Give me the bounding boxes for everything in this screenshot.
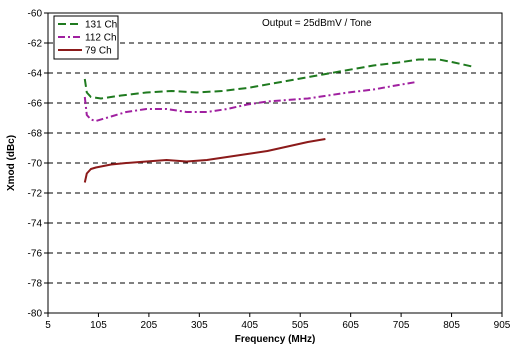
y-tick-label: -80 — [28, 309, 43, 320]
x-tick-label: 505 — [292, 320, 309, 331]
y-tick-label: -68 — [28, 129, 43, 140]
chart-annotation: Output = 25dBmV / Tone — [262, 18, 372, 29]
series-line-1 — [83, 58, 475, 100]
y-tick-label: -74 — [28, 219, 43, 230]
y-tick-label: -72 — [28, 189, 43, 200]
legend-label: 79 Ch — [85, 46, 112, 57]
series-line-3 — [83, 138, 326, 183]
x-tick-label: 205 — [141, 320, 158, 331]
y-tick-label: -60 — [28, 9, 43, 20]
x-tick-label: 5 — [45, 320, 51, 331]
y-axis-ticks: -80 -78 -76 -74 -72 -70 -68 -66 -64 -62 -60 — [28, 9, 48, 320]
y-tick-label: -64 — [28, 69, 43, 80]
legend-label: 112 Ch — [85, 33, 117, 44]
x-tick-label: 805 — [443, 320, 460, 331]
series-lines — [83, 58, 475, 183]
x-tick-label: 905 — [494, 320, 511, 331]
x-tick-label: 605 — [342, 320, 359, 331]
legend: 131 Ch 112 Ch 79 Ch — [53, 15, 119, 60]
y-tick-label: -70 — [28, 159, 43, 170]
x-tick-label: 705 — [393, 320, 410, 331]
legend-label: 131 Ch — [85, 20, 117, 31]
x-tick-label: 105 — [90, 320, 107, 331]
y-tick-label: -62 — [28, 39, 43, 50]
x-tick-label: 405 — [241, 320, 258, 331]
x-axis-title: Frequency (MHz) — [235, 334, 316, 345]
y-tick-label: -76 — [28, 249, 43, 260]
y-axis-title: Xmod (dBc) — [6, 135, 17, 191]
x-tick-label: 305 — [191, 320, 208, 331]
series-line-2 — [83, 81, 417, 122]
y-tick-label: -66 — [28, 99, 43, 110]
x-axis-ticks: 5 105 205 305 405 505 605 705 805 905 — [45, 313, 511, 331]
y-tick-label: -78 — [28, 279, 43, 290]
